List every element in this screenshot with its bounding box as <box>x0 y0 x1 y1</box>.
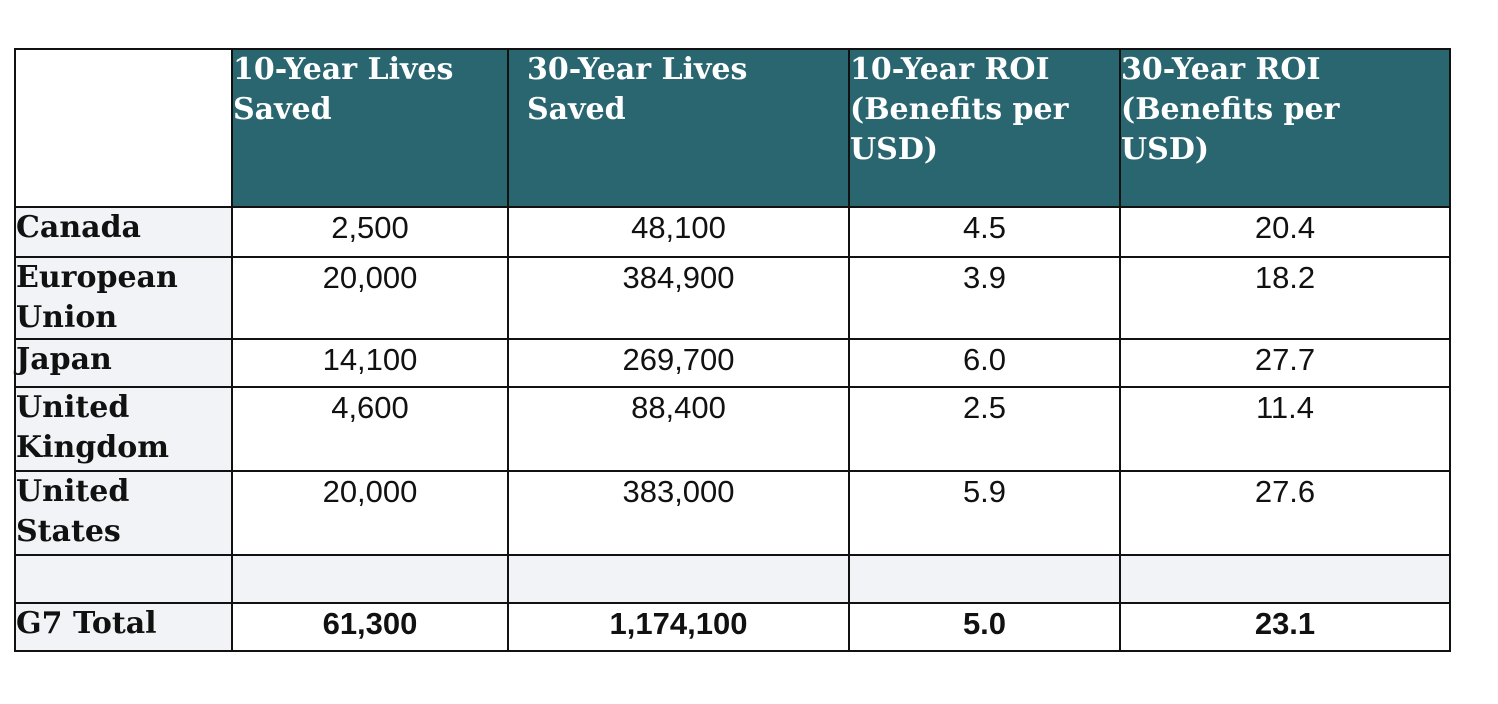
total-30yr-lives: 1,174,100 <box>507 602 850 652</box>
total-10yr-roi: 5.0 <box>848 602 1121 652</box>
spacer-cell <box>14 554 233 604</box>
cell-10yr-lives: 14,100 <box>231 338 509 388</box>
header-30yr-roi: 30-Year ROI (Benefits per USD) <box>1119 48 1451 208</box>
total-row: G7 Total 61,300 1,174,100 5.0 23.1 <box>14 602 1451 652</box>
g7-lives-roi-table: 10-Year Lives Saved 30-Year Lives Saved … <box>14 48 1451 652</box>
cell-30yr-lives: 48,100 <box>507 206 850 258</box>
cell-10yr-roi: 5.9 <box>848 470 1121 556</box>
header-row: 10-Year Lives Saved 30-Year Lives Saved … <box>14 48 1451 208</box>
cell-10yr-roi: 4.5 <box>848 206 1121 258</box>
cell-30yr-lives: 383,000 <box>507 470 850 556</box>
cell-30yr-lives: 269,700 <box>507 338 850 388</box>
row-label: United States <box>14 470 233 556</box>
cell-30yr-roi: 27.7 <box>1119 338 1451 388</box>
header-30yr-lives: 30-Year Lives Saved <box>507 48 850 208</box>
table-row: European Union 20,000 384,900 3.9 18.2 <box>14 256 1451 340</box>
cell-10yr-lives: 4,600 <box>231 386 509 472</box>
spacer-cell <box>848 554 1121 604</box>
row-label: Canada <box>14 206 233 258</box>
cell-10yr-lives: 2,500 <box>231 206 509 258</box>
cell-10yr-lives: 20,000 <box>231 470 509 556</box>
total-10yr-lives: 61,300 <box>231 602 509 652</box>
cell-30yr-roi: 20.4 <box>1119 206 1451 258</box>
table-row: Japan 14,100 269,700 6.0 27.7 <box>14 338 1451 388</box>
row-label: European Union <box>14 256 233 340</box>
cell-30yr-roi: 11.4 <box>1119 386 1451 472</box>
total-label: G7 Total <box>14 602 233 652</box>
table-row: United Kingdom 4,600 88,400 2.5 11.4 <box>14 386 1451 472</box>
spacer-cell <box>1119 554 1451 604</box>
spacer-cell <box>231 554 509 604</box>
cell-10yr-lives: 20,000 <box>231 256 509 340</box>
total-30yr-roi: 23.1 <box>1119 602 1451 652</box>
cell-30yr-roi: 27.6 <box>1119 470 1451 556</box>
cell-30yr-lives: 384,900 <box>507 256 850 340</box>
header-10yr-lives: 10-Year Lives Saved <box>231 48 509 208</box>
table-row: United States 20,000 383,000 5.9 27.6 <box>14 470 1451 556</box>
cell-10yr-roi: 6.0 <box>848 338 1121 388</box>
row-label: Japan <box>14 338 233 388</box>
row-label: United Kingdom <box>14 386 233 472</box>
corner-cell <box>14 48 233 208</box>
cell-10yr-roi: 3.9 <box>848 256 1121 340</box>
spacer-cell <box>507 554 850 604</box>
table-row: Canada 2,500 48,100 4.5 20.4 <box>14 206 1451 258</box>
spacer-row <box>14 554 1451 604</box>
cell-10yr-roi: 2.5 <box>848 386 1121 472</box>
header-10yr-roi: 10-Year ROI (Benefits per USD) <box>848 48 1121 208</box>
cell-30yr-lives: 88,400 <box>507 386 850 472</box>
cell-30yr-roi: 18.2 <box>1119 256 1451 340</box>
